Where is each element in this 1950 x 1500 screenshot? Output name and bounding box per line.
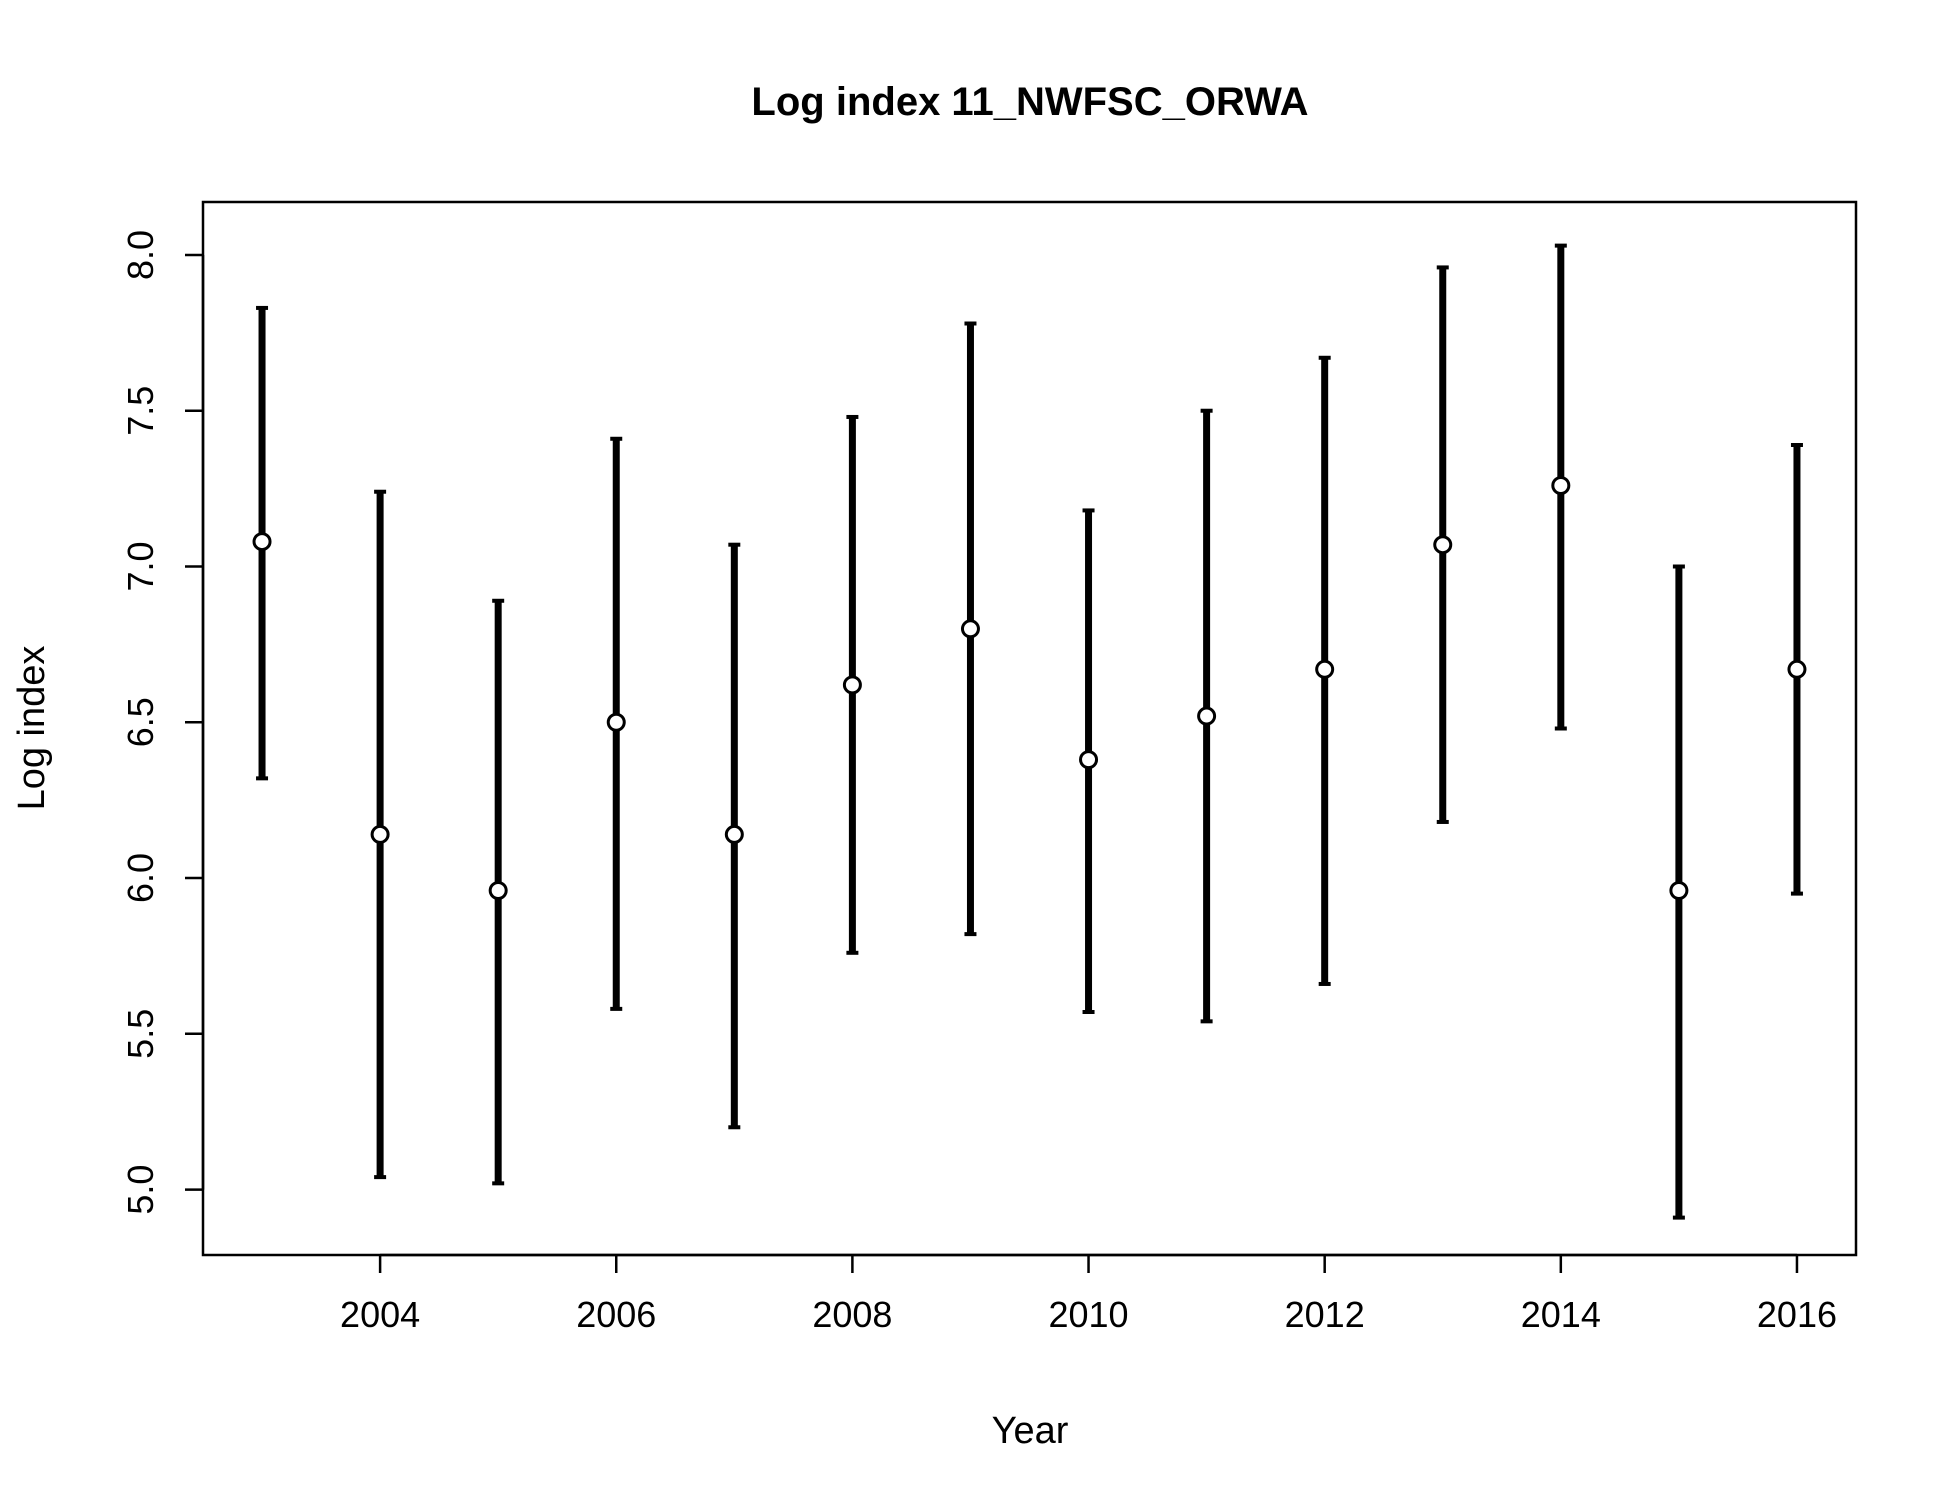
- data-point: [1433, 535, 1453, 555]
- error-bars: [256, 243, 1803, 1220]
- x-axis-label: Year: [992, 1410, 1069, 1452]
- x-tick-label: 2010: [1048, 1294, 1128, 1335]
- x-tick-label: 2006: [576, 1294, 656, 1335]
- x-tick-label: 2008: [812, 1294, 892, 1335]
- x-axis: 2004 2006 2008 2010 2012 2014 2016: [340, 1253, 1837, 1335]
- y-axis-label: Log index: [11, 646, 53, 811]
- data-point: [606, 712, 626, 732]
- chart-title: Log index 11_NWFSC_ORWA: [751, 80, 1308, 124]
- x-tick-label: 2004: [340, 1294, 420, 1335]
- y-tick-label: 7.0: [120, 541, 161, 591]
- y-tick-label: 5.0: [120, 1165, 161, 1215]
- y-tick-label: 8.0: [120, 230, 161, 280]
- data-point: [370, 824, 390, 844]
- data-point: [960, 619, 980, 639]
- data-points: [252, 476, 1807, 900]
- data-point: [1669, 881, 1689, 900]
- y-tick-label: 7.5: [120, 386, 161, 436]
- y-tick-label: 5.5: [120, 1009, 161, 1059]
- data-point: [842, 675, 862, 695]
- data-point: [252, 532, 272, 552]
- data-point: [1079, 750, 1099, 770]
- data-point: [1315, 659, 1335, 679]
- y-tick-label: 6.5: [120, 697, 161, 747]
- data-point: [724, 824, 744, 844]
- data-point: [1551, 476, 1571, 495]
- x-tick-label: 2014: [1521, 1294, 1601, 1335]
- x-tick-label: 2012: [1285, 1294, 1365, 1335]
- data-point: [1787, 659, 1807, 679]
- y-tick-label: 6.0: [120, 853, 161, 903]
- plot-frame: [201, 200, 1858, 1257]
- x-tick-label: 2016: [1757, 1294, 1837, 1335]
- data-point: [488, 881, 508, 900]
- data-point: [1197, 706, 1217, 726]
- y-axis: 5.0 5.5 6.0 6.5 7.0 7.5 8.0: [120, 230, 205, 1215]
